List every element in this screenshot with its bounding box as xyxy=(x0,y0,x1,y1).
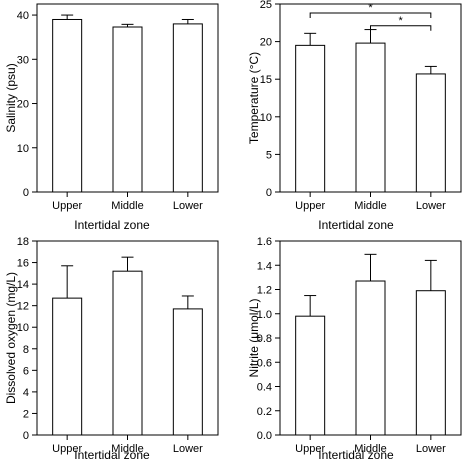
y-tick-label: 14 xyxy=(17,279,29,291)
x-tick-label: Lower xyxy=(173,200,203,212)
significance-label: * xyxy=(399,15,404,27)
x-tick-label: Middle xyxy=(111,443,143,455)
y-tick-label: 0.2 xyxy=(257,406,272,418)
chart-panel-4: 0.0 0.2 0.4 0.6 0.8 1.0 1.2 1.4 1.6 Upper Middle Lo… xyxy=(247,236,462,462)
y-tick-label: 0 xyxy=(266,187,272,199)
y-tick-label: 8 xyxy=(23,344,29,356)
chart-panel-1: 0 10 20 30 40 Upper Middle Lower Intertidal zone… xyxy=(4,3,219,232)
y-axis-label: Dissolved oxygen (mg/L) xyxy=(4,272,18,404)
bar-middle xyxy=(355,42,386,193)
y-tick-label: 10 xyxy=(260,112,272,124)
y-tick-label: 1.0 xyxy=(257,309,272,321)
x-axis-label: Intertidal zone xyxy=(318,448,394,462)
x-tick-label: Upper xyxy=(295,443,325,455)
y-tick-label: 0 xyxy=(23,187,29,199)
bar-lower xyxy=(415,290,446,436)
y-tick-label: 0.6 xyxy=(257,357,272,369)
bar-upper xyxy=(295,315,326,436)
x-tick-label: Middle xyxy=(354,443,386,455)
y-tick-label: 1.2 xyxy=(257,285,272,297)
bar-upper xyxy=(52,297,83,436)
y-tick-label: 2 xyxy=(23,408,29,420)
y-tick-label: 15 xyxy=(260,74,272,86)
x-axis-label: Intertidal zone xyxy=(74,448,150,462)
bar-lower xyxy=(172,308,203,436)
y-tick-label: 25 xyxy=(260,0,272,11)
y-axis-label: Nitrite (μmol/L) xyxy=(247,299,261,378)
x-tick-label: Middle xyxy=(354,200,386,212)
x-axis-label: Intertidal zone xyxy=(74,218,150,232)
y-tick-label: 5 xyxy=(266,149,272,161)
bar-lower xyxy=(172,23,203,193)
y-tick-label: 40 xyxy=(17,10,29,22)
y-tick-label: 0.0 xyxy=(257,430,272,442)
bar-middle xyxy=(355,280,386,436)
y-tick-label: 0 xyxy=(23,430,29,442)
significance-bracket xyxy=(309,12,432,19)
y-tick-label: 4 xyxy=(23,387,29,399)
y-axis-label: Temperature (°C) xyxy=(247,52,261,144)
x-tick-label: Upper xyxy=(295,200,325,212)
x-tick-label: Lower xyxy=(416,443,446,455)
significance-label: * xyxy=(368,2,373,14)
y-tick-label: 20 xyxy=(17,99,29,111)
chart-panel-3: 0 2 4 6 8 10 12 14 16 18 Upper Middle Lower Intertida… xyxy=(4,236,219,462)
y-tick-label: 0.4 xyxy=(257,382,272,394)
y-axis-label: Salinity (psu) xyxy=(4,63,18,132)
y-tick-label: 6 xyxy=(23,365,29,377)
chart-panel-2: 0 5 10 15 20 25 Upper Middle Lower * * Intertidal z… xyxy=(247,0,462,232)
x-tick-label: Lower xyxy=(173,443,203,455)
y-tick-label: 12 xyxy=(17,301,29,313)
y-tick-label: 0.8 xyxy=(257,333,272,345)
x-tick-label: Upper xyxy=(52,200,82,212)
y-tick-label: 30 xyxy=(17,54,29,66)
x-tick-label: Upper xyxy=(52,443,82,455)
significance-bracket xyxy=(370,25,432,31)
x-tick-label: Middle xyxy=(111,200,143,212)
bar-middle xyxy=(112,26,143,193)
y-tick-label: 10 xyxy=(17,143,29,155)
y-tick-label: 1.4 xyxy=(257,260,272,272)
y-tick-label: 16 xyxy=(17,258,29,270)
y-tick-label: 1.6 xyxy=(257,236,272,248)
x-tick-label: Lower xyxy=(416,200,446,212)
y-tick-label: 10 xyxy=(17,322,29,334)
y-tick-label: 20 xyxy=(260,37,272,49)
y-tick-label: 18 xyxy=(17,236,29,248)
bar-upper xyxy=(52,18,83,193)
x-axis-label: Intertidal zone xyxy=(318,218,394,232)
bar-middle xyxy=(112,270,143,436)
bar-upper xyxy=(295,44,326,193)
bar-lower xyxy=(415,73,446,193)
